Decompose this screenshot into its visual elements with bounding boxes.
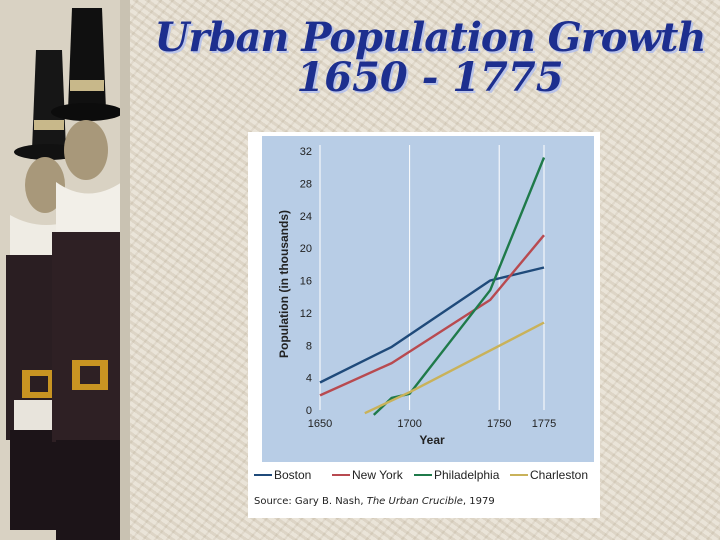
y-tick-label-28: 28	[300, 178, 312, 190]
slide-title-line2: 1650 - 1775	[296, 54, 564, 101]
line-chart: 0 4 8 12 16 20 24 28 32 1650 1700 1750 1775 Year Popul…	[262, 136, 594, 462]
x-tick-label-1750: 1750	[487, 418, 511, 430]
legend-label-new-york: New York	[352, 468, 403, 482]
source-suffix: , 1979	[462, 496, 495, 507]
legend-swatch-boston	[254, 474, 272, 476]
y-tick-label-32: 32	[300, 146, 312, 158]
source-note: Source: Gary B. Nash, The Urban Crucible…	[254, 496, 495, 507]
y-tick-label-4: 4	[306, 373, 312, 385]
y-tick-label-16: 16	[300, 276, 312, 288]
legend-label-philadelphia: Philadelphia	[434, 468, 500, 482]
y-axis-title: Population (in thousands)	[277, 210, 291, 358]
pilgrims-illustration	[0, 0, 130, 540]
x-tick-label-1700: 1700	[397, 418, 421, 430]
plot-background	[262, 136, 594, 462]
legend-item-charleston: Charleston	[510, 468, 588, 482]
legend-item-philadelphia: Philadelphia	[414, 468, 499, 482]
y-tick-label-20: 20	[300, 243, 312, 255]
legend: Boston New York Philadelphia Charleston	[248, 468, 600, 488]
y-tick-label-8: 8	[306, 340, 312, 352]
source-work: The Urban Crucible	[366, 496, 463, 507]
x-tick-label-1775: 1775	[532, 418, 556, 430]
slide-title: Urban Population Growth 1650 - 1775	[150, 18, 710, 98]
legend-label-charleston: Charleston	[530, 468, 589, 482]
source-prefix: Source: Gary B. Nash,	[254, 496, 367, 507]
legend-swatch-philadelphia	[414, 474, 432, 476]
legend-swatch-charleston	[510, 474, 528, 476]
slide-title-line1: Urban Population Growth	[154, 14, 707, 61]
legend-swatch-new-york	[332, 474, 350, 476]
legend-item-new-york: New York	[332, 468, 403, 482]
y-tick-label-12: 12	[300, 308, 312, 320]
series-line-boston	[319, 266, 545, 384]
chart-panel: 0 4 8 12 16 20 24 28 32 1650 1700 1750 1775 Year Popul…	[248, 132, 600, 518]
x-tick-label-1650: 1650	[308, 418, 332, 430]
series-line-charleston	[364, 321, 545, 415]
legend-item-boston: Boston	[254, 468, 311, 482]
series-line-new-york	[319, 234, 545, 397]
x-axis-title: Year	[419, 433, 445, 447]
y-tick-label-0: 0	[306, 405, 312, 417]
legend-label-boston: Boston	[274, 468, 312, 482]
y-tick-label-24: 24	[300, 211, 312, 223]
